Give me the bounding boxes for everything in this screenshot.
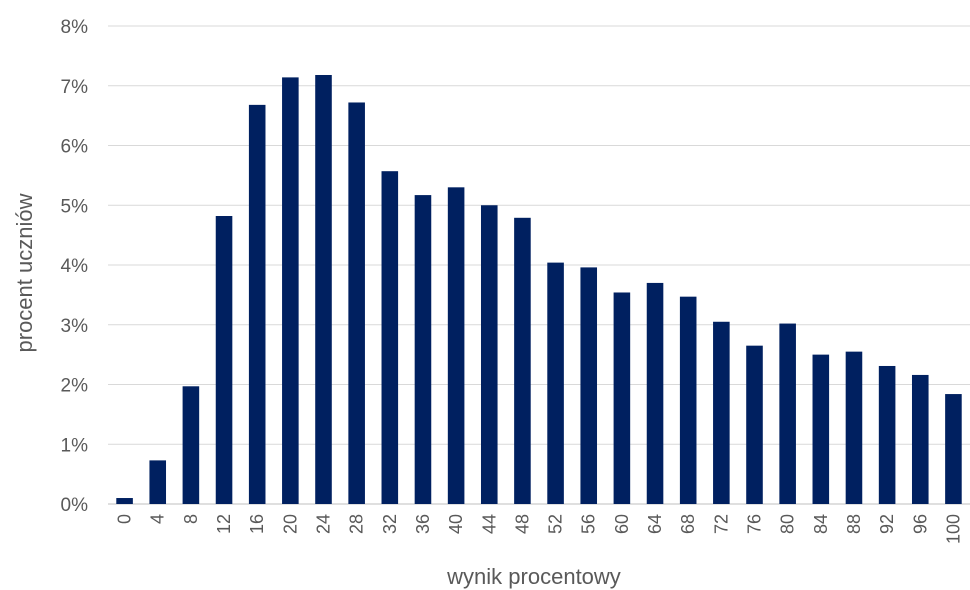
x-tick-label: 4 bbox=[148, 514, 168, 524]
x-tick-label: 0 bbox=[115, 514, 135, 524]
bar bbox=[779, 323, 796, 504]
bar bbox=[679, 296, 697, 504]
bar bbox=[248, 104, 266, 505]
x-axis-label: wynik procentowy bbox=[446, 564, 621, 589]
x-tick-label: 60 bbox=[612, 514, 632, 534]
bar bbox=[713, 321, 730, 504]
x-tick-label: 96 bbox=[910, 514, 930, 534]
y-tick-label: 5% bbox=[61, 196, 89, 217]
x-tick-label: 32 bbox=[380, 514, 400, 534]
bar bbox=[149, 460, 167, 504]
x-tick-label: 100 bbox=[943, 514, 963, 544]
y-axis-ticks: 0% 1% 2% 3% 4% 5% 6% 7% 8% bbox=[61, 17, 89, 516]
x-tick-label: 52 bbox=[546, 514, 566, 534]
x-tick-label: 28 bbox=[347, 514, 367, 534]
bar bbox=[348, 102, 365, 504]
x-tick-label: 76 bbox=[745, 514, 765, 534]
bar bbox=[480, 205, 498, 504]
y-tick-label: 7% bbox=[61, 77, 89, 98]
x-tick-label: 68 bbox=[678, 514, 698, 534]
x-tick-label: 64 bbox=[645, 514, 665, 534]
bar bbox=[911, 374, 929, 504]
x-axis-ticks: 0 4 8 12 16 20 24 28 32 36 40 44 48 52 56 60 64 68 72 76 80 8… bbox=[115, 514, 964, 544]
x-tick-label: 36 bbox=[413, 514, 433, 534]
bar bbox=[547, 262, 564, 504]
y-axis-label: procent uczniów bbox=[12, 193, 37, 352]
y-tick-label: 8% bbox=[61, 17, 89, 38]
bar bbox=[945, 394, 962, 504]
y-tick-label: 2% bbox=[61, 376, 89, 397]
bar bbox=[315, 74, 332, 505]
x-tick-label: 48 bbox=[512, 514, 532, 534]
x-tick-label: 72 bbox=[711, 514, 731, 534]
bar bbox=[646, 282, 664, 504]
gridlines bbox=[108, 25, 970, 505]
x-tick-label: 56 bbox=[579, 514, 599, 534]
x-tick-label: 44 bbox=[479, 514, 499, 534]
bar bbox=[447, 187, 465, 504]
bar bbox=[116, 498, 133, 504]
x-tick-label: 92 bbox=[877, 514, 897, 534]
bar bbox=[414, 195, 432, 504]
x-tick-label: 16 bbox=[247, 514, 267, 534]
x-tick-label: 20 bbox=[280, 514, 300, 534]
x-tick-label: 84 bbox=[811, 514, 831, 534]
x-tick-label: 8 bbox=[181, 514, 201, 524]
y-tick-label: 4% bbox=[61, 256, 89, 277]
bars bbox=[116, 74, 962, 505]
bar bbox=[381, 171, 399, 504]
bar bbox=[613, 292, 631, 504]
bar bbox=[215, 216, 233, 504]
x-tick-label: 24 bbox=[314, 514, 334, 534]
x-tick-label: 88 bbox=[844, 514, 864, 534]
x-tick-label: 12 bbox=[214, 514, 234, 534]
bar bbox=[514, 217, 531, 505]
y-tick-label: 6% bbox=[61, 137, 89, 158]
bar bbox=[182, 386, 200, 504]
bar bbox=[878, 365, 896, 504]
x-tick-label: 40 bbox=[446, 514, 466, 534]
x-tick-label: 80 bbox=[778, 514, 798, 534]
y-tick-label: 3% bbox=[61, 316, 89, 337]
bar bbox=[746, 345, 763, 504]
y-tick-label: 0% bbox=[61, 495, 89, 516]
bar bbox=[580, 267, 598, 504]
bar bbox=[282, 77, 299, 504]
bar bbox=[845, 351, 863, 504]
bar bbox=[812, 354, 830, 504]
y-tick-label: 1% bbox=[61, 435, 89, 456]
